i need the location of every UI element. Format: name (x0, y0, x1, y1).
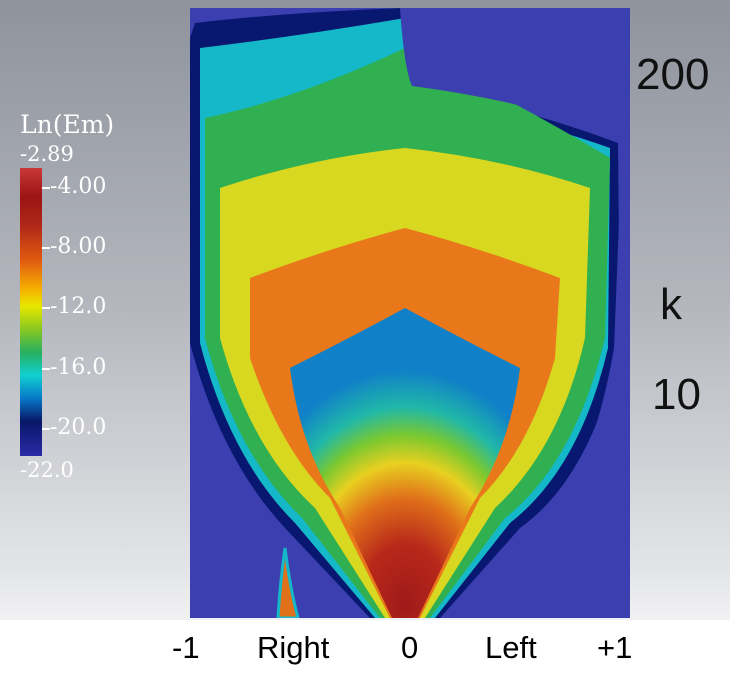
colorbar-tick-label: -4.00 (50, 174, 107, 199)
y-tick-label: 200 (636, 50, 710, 99)
x-tick-label: -1 (172, 630, 200, 665)
x-tick-label: 0 (401, 630, 419, 665)
heatmap-plot (190, 8, 630, 618)
colorbar-tick-mark (42, 428, 50, 430)
left-plume (276, 547, 300, 618)
colorbar-tick-label: -8.00 (50, 234, 107, 259)
left-boundary (190, 348, 360, 618)
top-boundary (190, 8, 630, 136)
band-red-core (290, 308, 520, 618)
colorbar-tick-label: -16.0 (50, 355, 107, 380)
colorbar-max-label: -2.89 (20, 142, 74, 166)
y-axis-label: k (660, 280, 682, 329)
colorbar-tick-mark (42, 307, 50, 309)
colorbar-title: Ln(Em) (20, 110, 115, 139)
colorbar-tick-mark (42, 247, 50, 249)
colorbar (20, 168, 42, 456)
x-tick-label: +1 (597, 630, 633, 665)
colorbar-tick-mark (42, 187, 50, 189)
colorbar-tick-label: -20.0 (50, 415, 107, 440)
colorbar-min-label: -22.0 (20, 458, 74, 482)
right-boundary (450, 138, 630, 618)
x-tick-label: Right (257, 630, 330, 665)
y-tick-label: 10 (652, 370, 701, 419)
colorbar-tick-mark (42, 368, 50, 370)
colorbar-tick-label: -12.0 (50, 294, 107, 319)
bottom-strip (0, 620, 730, 673)
x-tick-label: Left (485, 630, 537, 665)
